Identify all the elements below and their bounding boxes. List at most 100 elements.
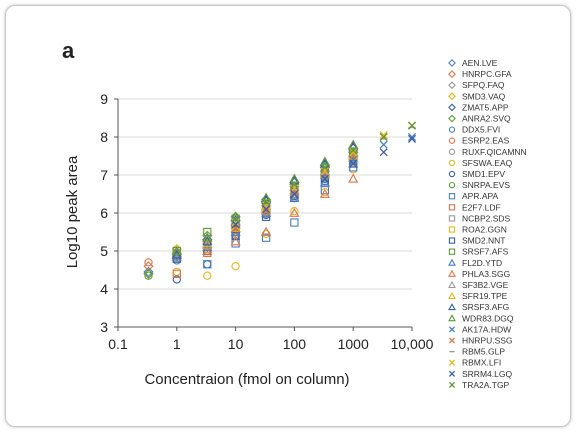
x-tick-label: 100: [283, 336, 307, 352]
data-point: [320, 174, 329, 183]
legend-label: NCBP2.SDS: [462, 213, 511, 223]
legend-label: SFSWA.EAQ: [462, 158, 513, 168]
legend-label: TRA2A.TGP: [462, 380, 510, 390]
data-point: [262, 197, 271, 206]
data-point: [171, 249, 182, 260]
legend-marker: [448, 137, 456, 144]
legend-entry: RBMX.LFI: [448, 358, 501, 368]
legend-label: ESRP2.EAS: [462, 136, 510, 146]
data-point: [379, 140, 388, 149]
legend-entry: AEN.LVE: [448, 58, 498, 68]
legend-entry: SFSWA.EAQ: [448, 158, 513, 168]
legend-marker: [448, 70, 456, 78]
y-tick-label: 6: [100, 205, 108, 221]
legend-marker: [448, 237, 456, 244]
y-tick-label: 7: [100, 167, 108, 183]
y-tick-label: 4: [100, 281, 108, 297]
legend-label: SMD1.EPV: [462, 169, 505, 179]
legend-entry: HNRPC.GFA: [448, 69, 512, 79]
legend-marker: [448, 103, 456, 112]
data-point: [319, 188, 330, 198]
legend-marker: [448, 326, 456, 333]
legend-entry: RUXF.QICAMNN: [448, 147, 527, 157]
data-point: [144, 271, 153, 280]
data-point: [349, 155, 358, 164]
legend-marker: [448, 126, 456, 133]
legend-entry: TRA2A.TGP: [448, 380, 510, 390]
legend-label: ANRA2.SVQ: [462, 114, 511, 124]
data-point: [203, 260, 212, 269]
legend: AEN.LVEHNRPC.GFASFPQ.FAQSMD3.VAQZMAT5.AP…: [448, 58, 527, 390]
legend-entry: SNRPA.EVS: [448, 180, 510, 190]
legend-marker: [448, 337, 456, 344]
data-point: [349, 146, 358, 155]
legend-entry: ESRP2.EAS: [448, 136, 510, 146]
data-point: [262, 201, 271, 210]
legend-entry: AK17A.HDW: [448, 324, 511, 334]
legend-marker: [448, 204, 456, 211]
legend-marker: [448, 170, 456, 178]
data-point: [379, 132, 388, 142]
x-tick-label: 0.1: [108, 336, 128, 352]
data-point: [203, 271, 212, 280]
data-point: [290, 189, 299, 199]
legend-label: SNRPA.EVS: [462, 180, 510, 190]
data-point: [143, 268, 154, 279]
data-point: [348, 139, 359, 149]
legend-label: APR.APA: [462, 191, 499, 201]
tick-labels: 0.1 1 10 100 1000 10,000 3 4 5 6 7 8 9: [100, 91, 433, 352]
legend-entry: SMD2.NNT: [448, 236, 505, 246]
data-point: [320, 163, 329, 172]
legend-entry: SMD1.EPV: [448, 169, 505, 179]
data-point: [379, 131, 388, 140]
data-point: [230, 236, 241, 246]
legend-label: RBM5.GLP: [462, 347, 505, 357]
data-points: [143, 121, 417, 284]
legend-marker: [448, 226, 456, 233]
legend-marker: [448, 193, 456, 200]
legend-label: SRSF7.AFS: [462, 247, 509, 257]
data-point: [144, 258, 153, 267]
legend-label: SMD3.VAQ: [462, 91, 506, 101]
y-tick-label: 9: [100, 91, 108, 107]
data-point: [202, 232, 213, 242]
data-point: [172, 275, 181, 284]
data-point: [320, 167, 329, 176]
y-tick-label: 3: [100, 319, 108, 335]
legend-entry: SMD3.VAQ: [448, 91, 506, 101]
legend-marker: [448, 258, 456, 266]
panel-letter: a: [62, 38, 75, 63]
legend-entry: SRRM4.LGQ: [448, 369, 512, 379]
data-point: [349, 159, 358, 168]
legend-label: SF3B2.VGE: [462, 280, 509, 290]
legend-marker: [448, 269, 456, 277]
data-point: [348, 173, 359, 183]
data-point: [143, 266, 154, 277]
x-axis-label: Concentraion (fmol on column): [144, 371, 349, 388]
data-point: [171, 251, 182, 261]
data-point: [349, 148, 358, 157]
gridlines: [118, 98, 412, 290]
legend-entry: NCBP2.SDS: [448, 213, 511, 223]
data-point: [289, 173, 300, 183]
data-point: [320, 176, 330, 185]
data-point: [171, 245, 182, 255]
data-point: [231, 218, 240, 227]
data-point: [319, 177, 330, 187]
data-point: [261, 226, 272, 236]
legend-entry: ROA2.GGN: [448, 225, 507, 235]
legend-marker: [448, 92, 456, 101]
legend-entry: ZMAT5.APP: [448, 102, 509, 112]
data-point: [290, 218, 299, 227]
legend-entry: FL2D.YTD: [448, 258, 502, 268]
data-point: [379, 148, 388, 157]
legend-entry: SRSF3.AFG: [448, 302, 509, 312]
data-point: [203, 260, 212, 269]
legend-entry: RBM5.GLP: [449, 347, 505, 357]
y-tick-label: 8: [100, 129, 108, 145]
data-point: [231, 216, 240, 225]
legend-label: WDR83.DGQ: [462, 313, 514, 323]
legend-label: ZMAT5.APP: [462, 102, 509, 112]
legend-entry: HNRPU.SSG: [448, 336, 513, 346]
